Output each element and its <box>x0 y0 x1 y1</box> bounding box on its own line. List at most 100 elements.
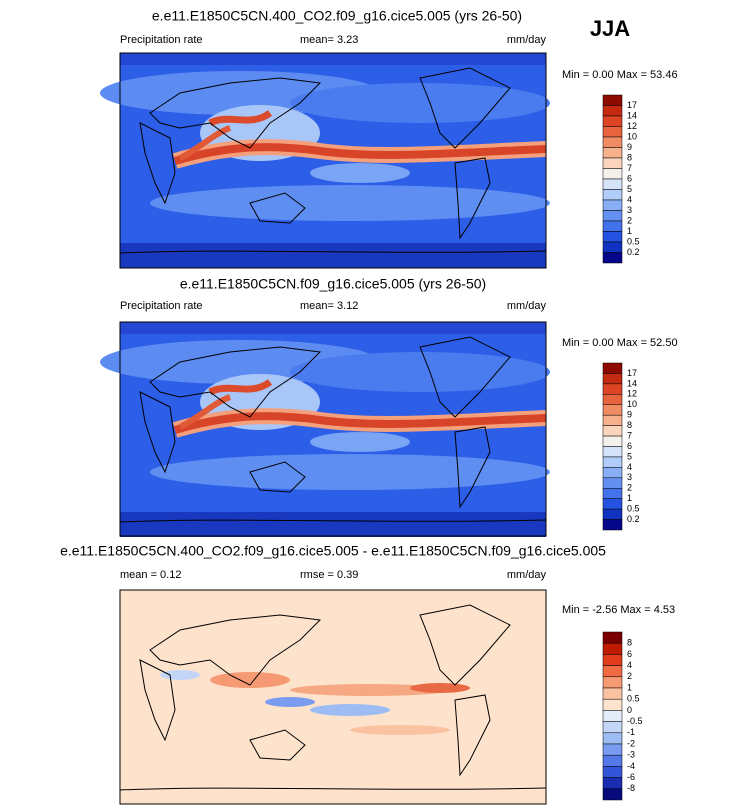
colorbar-box <box>602 676 623 689</box>
colorbar-label: 17 <box>627 368 637 378</box>
colorbar-box <box>602 456 623 468</box>
colorbar-label: 10 <box>627 399 637 409</box>
colorbar-label: 5 <box>627 451 632 461</box>
units-label: mm/day <box>507 569 547 581</box>
units-label: mm/day <box>507 34 547 46</box>
colorbar-label: 0.2 <box>627 247 640 257</box>
colorbar-label: 0 <box>627 705 632 715</box>
colorbar-label: 12 <box>627 121 637 131</box>
colorbar-label: 3 <box>627 472 632 482</box>
colorbar-label: 10 <box>627 131 637 141</box>
colorbar-box <box>602 687 623 700</box>
colorbar-box <box>602 414 623 426</box>
colorbar-label: 9 <box>627 410 632 420</box>
panel-title: e.e11.E1850C5CN.400_CO2.f09_g16.cice5.00… <box>60 543 606 559</box>
colorbar-box <box>602 467 623 479</box>
field-label: Precipitation rate <box>120 300 203 312</box>
colorbar-box <box>602 788 623 801</box>
colorbar-box <box>602 766 623 778</box>
colorbar-label: 4 <box>627 462 632 472</box>
colorbar-box <box>602 252 623 264</box>
colorbar-box <box>602 654 623 666</box>
colorbar-box <box>602 136 623 148</box>
colorbar-label: 1 <box>627 493 632 503</box>
colorbar-label: 2 <box>627 483 632 493</box>
range-label: Min = 0.00 Max = 53.46 <box>562 69 678 81</box>
colorbar-label: 8 <box>627 420 632 430</box>
colorbar-box <box>602 743 623 756</box>
colorbar-label: -6 <box>627 772 635 782</box>
panel: e.e11.E1850C5CN.f09_g16.cice5.005 (yrs 2… <box>100 276 678 537</box>
colorbar-label: 7 <box>627 430 632 440</box>
colorbar-box <box>602 631 623 644</box>
colorbar-box <box>602 519 623 531</box>
panel: e.e11.E1850C5CN.400_CO2.f09_g16.cice5.00… <box>100 8 678 268</box>
colorbar-box <box>602 477 623 489</box>
colorbar-label: 0.5 <box>627 694 640 704</box>
colorbar-label: 1 <box>627 682 632 692</box>
colorbar-box <box>602 394 623 405</box>
colorbar-label: 3 <box>627 205 632 215</box>
colorbar-label: -2 <box>627 738 635 748</box>
colorbar-label: 2 <box>627 215 632 225</box>
colorbar-box <box>602 168 623 180</box>
colorbar-box <box>602 710 623 722</box>
colorbar-box <box>602 157 623 169</box>
colorbar-label: 6 <box>627 441 632 451</box>
map <box>100 322 550 537</box>
colorbar-box <box>602 446 623 458</box>
colorbar-label: 1 <box>627 226 632 236</box>
colorbar-box <box>602 105 623 117</box>
colorbar-box <box>602 508 623 520</box>
range-label: Min = -2.56 Max = 4.53 <box>562 604 675 616</box>
colorbar-label: 14 <box>627 378 637 388</box>
range-label: Min = 0.00 Max = 52.50 <box>562 337 678 349</box>
colorbar-box <box>602 199 623 211</box>
colorbar-label: 12 <box>627 389 637 399</box>
colorbar-box <box>602 231 623 243</box>
colorbar-box <box>602 642 623 655</box>
colorbar-box <box>602 777 623 790</box>
colorbar-box <box>602 189 623 201</box>
colorbar-box <box>602 754 623 767</box>
colorbar-label: 0.5 <box>627 236 640 246</box>
colorbar-label: 6 <box>627 173 632 183</box>
colorbar-label: 2 <box>627 671 632 681</box>
colorbar-box <box>602 362 623 374</box>
colorbar-label: 14 <box>627 110 637 120</box>
colorbar-box <box>602 210 623 222</box>
map <box>100 53 550 268</box>
colorbar-box <box>602 732 623 745</box>
colorbar-box <box>602 425 623 437</box>
rmse-label: rmse = 0.39 <box>300 569 358 581</box>
colorbar-label: 9 <box>627 142 632 152</box>
colorbar-label: 4 <box>627 194 632 204</box>
colorbar-label: 17 <box>627 100 637 110</box>
colorbar-box <box>602 721 623 734</box>
colorbar-label: -8 <box>627 783 635 793</box>
colorbar-box <box>602 220 623 232</box>
colorbar-box <box>602 404 623 416</box>
colorbar-box <box>602 665 623 678</box>
panel-title: e.e11.E1850C5CN.f09_g16.cice5.005 (yrs 2… <box>180 276 486 292</box>
panel-title: e.e11.E1850C5CN.400_CO2.f09_g16.cice5.00… <box>152 8 522 24</box>
colorbar-box <box>602 94 623 106</box>
colorbar-label: 5 <box>627 184 632 194</box>
units-label: mm/day <box>507 300 547 312</box>
colorbar-box <box>602 698 623 711</box>
colorbar-label: 0.5 <box>627 504 640 514</box>
colorbar-box <box>602 126 623 138</box>
colorbar-label: -0.5 <box>627 716 643 726</box>
colorbar-box <box>602 178 623 190</box>
colorbar-label: 8 <box>627 638 632 648</box>
season-label: JJA <box>590 16 630 41</box>
colorbar-label: -1 <box>627 727 635 737</box>
colorbar-box <box>602 147 623 159</box>
colorbar-box <box>602 498 623 510</box>
mean-label: mean = 0.12 <box>120 569 181 581</box>
panel: e.e11.E1850C5CN.400_CO2.f09_g16.cice5.00… <box>60 543 675 805</box>
map <box>119 589 547 805</box>
